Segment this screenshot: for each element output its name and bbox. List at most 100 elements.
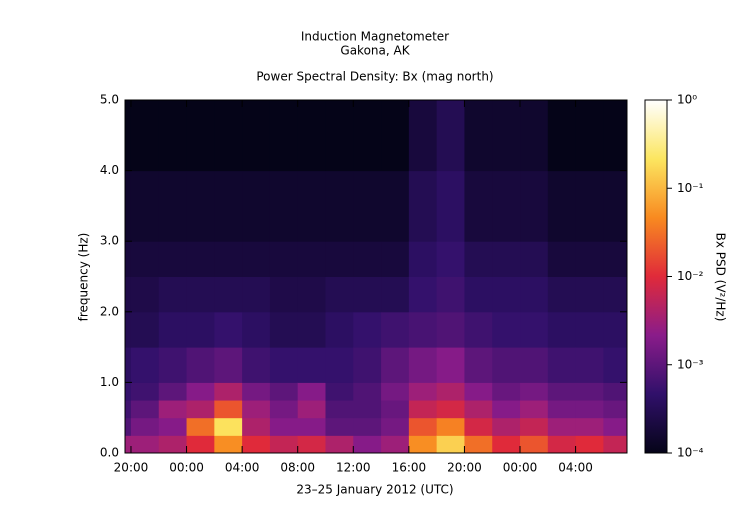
- psd-cell: [436, 400, 465, 419]
- psd-cell: [492, 347, 521, 383]
- colorbar-tick-label: 10⁻²: [677, 269, 704, 283]
- psd-cell: [186, 382, 215, 401]
- psd-cell: [492, 382, 521, 401]
- psd-cell: [464, 435, 493, 453]
- psd-cell: [353, 170, 382, 242]
- psd-cell: [520, 382, 549, 401]
- psd-cell: [214, 100, 243, 172]
- psd-cell: [158, 276, 188, 313]
- psd-cell: [242, 276, 271, 313]
- psd-cell: [603, 417, 627, 436]
- psd-cell: [603, 435, 627, 453]
- y-tick-label: 5.0: [100, 93, 119, 107]
- psd-cell: [269, 347, 299, 383]
- psd-cell: [464, 276, 493, 313]
- psd-cell: [158, 347, 188, 383]
- psd-cell: [547, 400, 577, 419]
- chart-subtitle: Gakona, AK: [340, 44, 410, 58]
- y-tick-label: 1.0: [100, 375, 119, 389]
- psd-cell: [547, 311, 577, 348]
- psd-cell: [492, 417, 521, 436]
- psd-cell: [520, 241, 549, 277]
- psd-cell: [353, 417, 382, 436]
- psd-cell: [214, 417, 243, 436]
- psd-cell: [353, 311, 382, 348]
- psd-cell: [242, 417, 271, 436]
- psd-cell: [603, 100, 627, 172]
- psd-cell: [186, 276, 215, 313]
- psd-cell: [381, 400, 410, 419]
- psd-cell: [575, 347, 604, 383]
- psd-cell: [130, 400, 160, 419]
- psd-cell: [436, 382, 465, 401]
- psd-cell: [325, 241, 354, 277]
- psd-cell: [158, 382, 188, 401]
- psd-cell: [492, 311, 521, 348]
- psd-cell: [575, 170, 604, 242]
- psd-cell: [158, 400, 188, 419]
- psd-cell: [575, 241, 604, 277]
- psd-cell: [125, 311, 132, 348]
- psd-cell: [158, 170, 188, 242]
- psd-cell: [125, 276, 132, 313]
- psd-cell: [547, 382, 577, 401]
- y-tick-label: 3.0: [100, 234, 119, 248]
- psd-cell: [408, 382, 438, 401]
- psd-cell: [242, 100, 271, 172]
- psd-cell: [214, 241, 243, 277]
- psd-cell: [381, 435, 410, 453]
- psd-cell: [492, 241, 521, 277]
- x-tick-label: 16:00: [392, 461, 427, 475]
- psd-cell: [547, 417, 577, 436]
- psd-cell: [575, 435, 604, 453]
- psd-cell: [130, 417, 160, 436]
- psd-cell: [297, 170, 326, 242]
- colorbar-tick-label: 10⁻⁴: [677, 446, 704, 460]
- psd-cell: [269, 400, 299, 419]
- y-tick-label: 0.0: [100, 446, 119, 460]
- colorbar: [644, 99, 668, 454]
- psd-cell: [325, 417, 354, 436]
- psd-cell: [464, 241, 493, 277]
- y-tick-label: 4.0: [100, 163, 119, 177]
- psd-cell: [130, 241, 160, 277]
- psd-cell: [353, 400, 382, 419]
- psd-cell: [436, 241, 465, 277]
- psd-cell: [125, 100, 132, 172]
- psd-cell: [492, 400, 521, 419]
- psd-cell: [130, 382, 160, 401]
- psd-cell: [158, 311, 188, 348]
- x-tick-label: 12:00: [336, 461, 371, 475]
- psd-cell: [242, 382, 271, 401]
- chart-title: Induction Magnetometer: [301, 30, 449, 44]
- x-tick-label: 04:00: [558, 461, 593, 475]
- psd-cell: [353, 347, 382, 383]
- psd-cell: [130, 311, 160, 348]
- psd-cell: [547, 241, 577, 277]
- psd-cell: [325, 347, 354, 383]
- x-tick-label: 00:00: [169, 461, 204, 475]
- psd-cell: [603, 311, 627, 348]
- psd-cell: [520, 276, 549, 313]
- psd-cell: [353, 276, 382, 313]
- psd-cell: [158, 241, 188, 277]
- plot-title: Power Spectral Density: Bx (mag north): [256, 70, 493, 84]
- plot-frame: [124, 99, 628, 454]
- psd-cell: [381, 170, 410, 242]
- psd-cell: [186, 241, 215, 277]
- psd-cell: [269, 170, 299, 242]
- psd-cell: [547, 170, 577, 242]
- psd-cell: [186, 435, 215, 453]
- psd-cell: [325, 100, 354, 172]
- psd-cell: [297, 382, 326, 401]
- psd-cell: [353, 241, 382, 277]
- psd-cell: [381, 311, 410, 348]
- psd-cell: [408, 241, 438, 277]
- colorbar-tick-label: 10⁻³: [677, 357, 704, 371]
- psd-cell: [464, 347, 493, 383]
- psd-cell: [520, 311, 549, 348]
- psd-cell: [464, 100, 493, 172]
- psd-cell: [297, 347, 326, 383]
- psd-cell: [575, 400, 604, 419]
